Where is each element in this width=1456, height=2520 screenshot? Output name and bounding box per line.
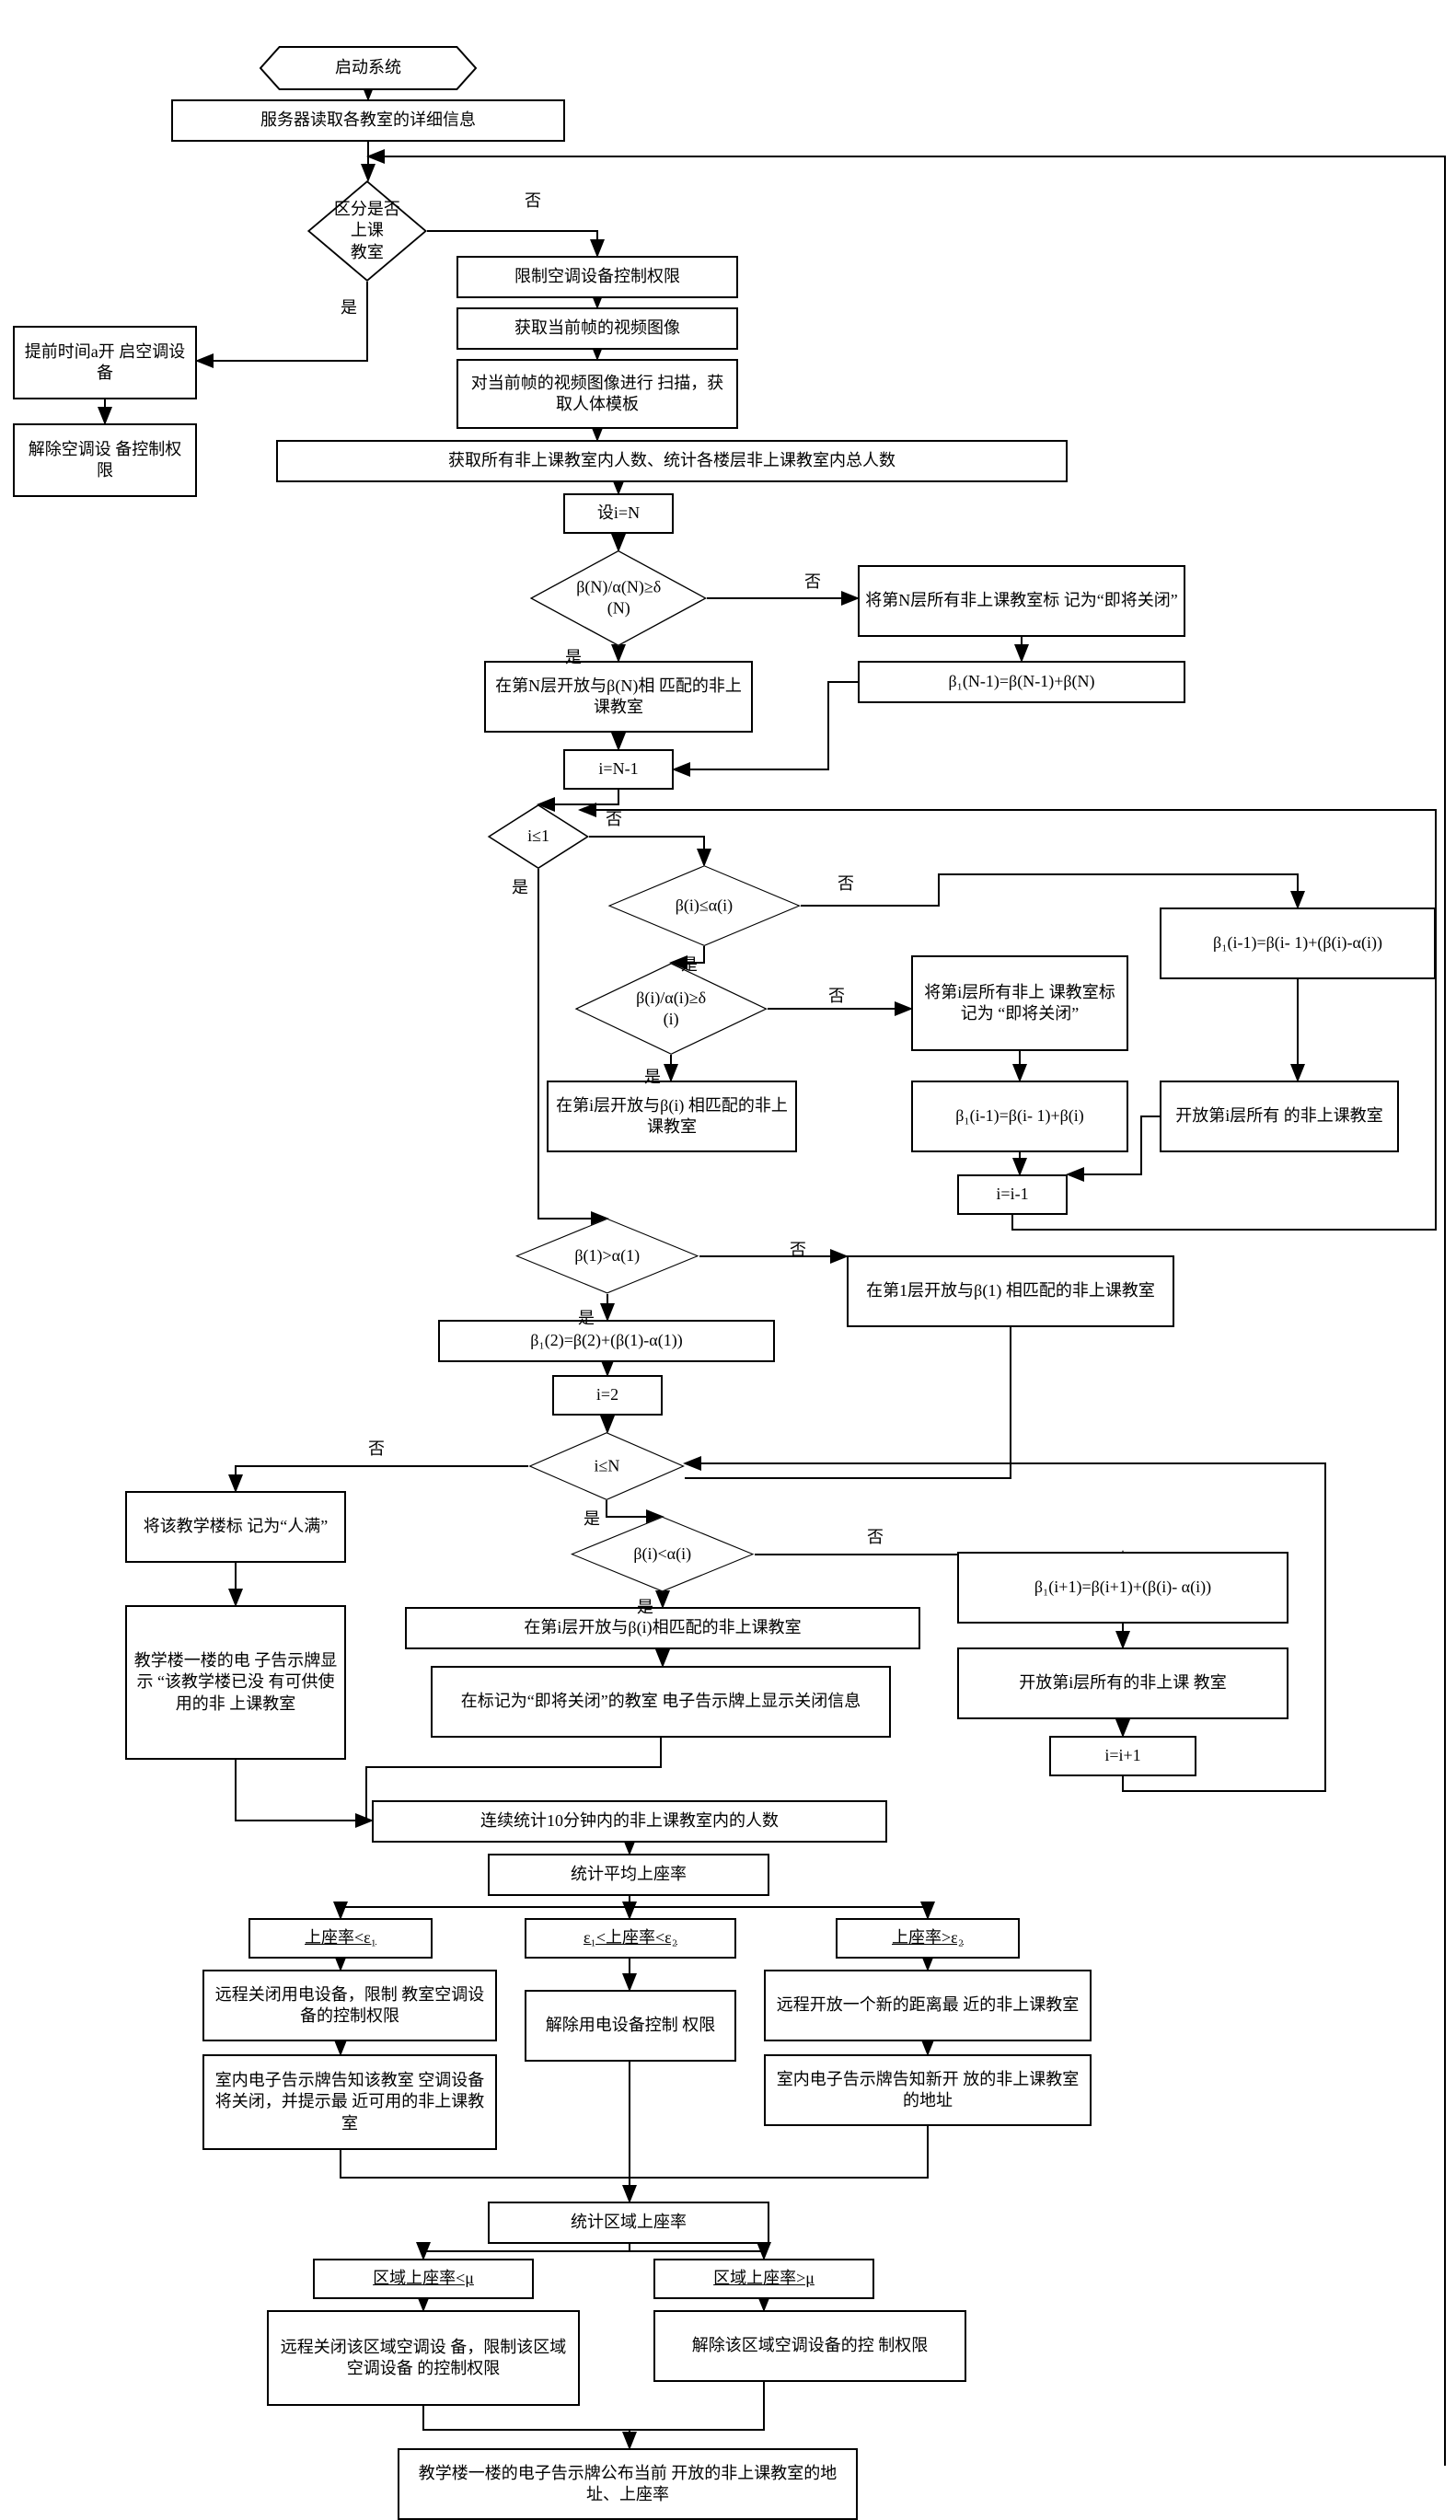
flowchart-canvas: 启动系统服务器读取各教室的详细信息区分是否上课 教室提前时间a开 启空调设备解除… — [0, 0, 1456, 2466]
node-n14: β₁(N-1)=β(N-1)+β(N) — [858, 661, 1185, 703]
node-n3: 区分是否上课 教室 — [307, 180, 427, 282]
node-n43: 远程关闭用电设备，限制 教室空调设备的控制权限 — [202, 1970, 497, 2041]
node-n38: 连续统计10分钟内的非上课教室内的人数 — [372, 1800, 887, 1843]
label: 是 — [565, 644, 582, 668]
node-n24: i=i-1 — [957, 1174, 1068, 1215]
label: 是 — [341, 295, 357, 318]
node-n31: 将该教学楼标 记为“人满” — [125, 1491, 346, 1563]
node-n5: 解除空调设 备控制权限 — [13, 423, 197, 497]
label: 否 — [606, 806, 622, 830]
node-n19: 将第i层所有非上 课教室标记为 “即将关闭” — [911, 955, 1128, 1051]
node-n7: 获取当前帧的视频图像 — [456, 307, 738, 350]
node-n8: 对当前帧的视频图像进行 扫描，获取人体模板 — [456, 359, 738, 429]
node-n53: 教学楼一楼的电子告示牌公布当前 开放的非上课教室的地址、上座率 — [398, 2448, 858, 2520]
node-n28: i=2 — [552, 1375, 663, 1416]
node-n49: 区域上座率<μ — [313, 2259, 534, 2299]
node-n39: 统计平均上座率 — [488, 1854, 769, 1896]
label: 是 — [512, 874, 528, 898]
label: 是 — [644, 1064, 661, 1088]
node-n22: β₁(i-1)=β(i- 1)+β(i) — [911, 1081, 1128, 1152]
label: 是 — [637, 1594, 653, 1618]
label: 否 — [525, 188, 541, 212]
node-n51: 远程关闭该区域空调设 备，限制该区域空调设备 的控制权限 — [267, 2310, 580, 2406]
node-n9: 获取所有非上课教室内人数、统计各楼层非上课教室内总人数 — [276, 440, 1068, 482]
label: 否 — [790, 1237, 806, 1261]
node-n34: 开放第i层所有的非上课 教室 — [957, 1647, 1288, 1719]
node-n6: 限制空调设备控制权限 — [456, 256, 738, 298]
node-n23: 开放第i层所有 的非上课教室 — [1160, 1081, 1399, 1152]
label: 是 — [584, 1506, 600, 1530]
node-n41: ε₁<上座率<ε₂ — [525, 1918, 736, 1959]
label: 否 — [368, 1436, 385, 1460]
node-n16: i≤1 — [488, 804, 589, 869]
node-n32: 在第i层开放与β(i)相匹配的非上课教室 — [405, 1607, 920, 1649]
node-n11: β(N)/α(N)≥δ (N) — [530, 550, 707, 646]
node-n33: β₁(i+1)=β(i+1)+(β(i)- α(i)) — [957, 1552, 1288, 1624]
node-n15: i=N-1 — [563, 749, 674, 790]
node-n52: 解除该区域空调设备的控 制权限 — [653, 2310, 966, 2382]
label: 否 — [867, 1524, 884, 1548]
label: 是 — [681, 952, 698, 976]
label: 是 — [578, 1305, 595, 1329]
node-n50: 区域上座率>μ — [653, 2259, 874, 2299]
label: 否 — [828, 983, 845, 1007]
node-n20: β₁(i-1)=β(i- 1)+(β(i)-α(i)) — [1160, 907, 1436, 979]
label: 否 — [838, 871, 854, 895]
node-n13: 在第N层开放与β(N)相 匹配的非上课教室 — [484, 661, 753, 733]
node-n46: 远程开放一个新的距离最 近的非上课教室 — [764, 1970, 1092, 2041]
node-n1: 启动系统 — [260, 46, 477, 90]
node-n48: 统计区域上座率 — [488, 2202, 769, 2244]
node-n40: 上座率<ε₁ — [248, 1918, 433, 1959]
node-n10: 设i=N — [563, 493, 674, 534]
node-n21: 在第i层开放与β(i) 相匹配的非上课教室 — [547, 1081, 797, 1152]
node-n37: 在标记为“即将关闭”的教室 电子告示牌上显示关闭信息 — [431, 1666, 891, 1738]
node-n18: β(i)/α(i)≥δ (i) — [574, 963, 768, 1055]
node-n29: i≤N — [528, 1432, 685, 1500]
node-n36: 教学楼一楼的电 子告示牌显示 “该教学楼已没 有可供使用的非 上课教室 — [125, 1605, 346, 1760]
node-n4: 提前时间a开 启空调设备 — [13, 326, 197, 399]
node-n42: 上座率>ε₂ — [836, 1918, 1020, 1959]
label: 否 — [804, 569, 821, 593]
node-n12: 将第N层所有非上课教室标 记为“即将关闭” — [858, 565, 1185, 637]
node-n44: 室内电子告示牌告知该教室 空调设备将关闭，并提示最 近可用的非上课教室 — [202, 2054, 497, 2150]
node-n25: β(1)>α(1) — [515, 1219, 699, 1294]
node-n47: 室内电子告示牌告知新开 放的非上课教室的地址 — [764, 2054, 1092, 2126]
node-n26: 在第1层开放与β(1) 相匹配的非上课教室 — [847, 1255, 1174, 1327]
node-n35: i=i+1 — [1049, 1736, 1196, 1776]
node-n45: 解除用电设备控制 权限 — [525, 1990, 736, 2062]
node-n17: β(i)≤α(i) — [607, 865, 801, 946]
node-n2: 服务器读取各教室的详细信息 — [171, 99, 565, 142]
node-n27: β₁(2)=β(2)+(β(1)-α(1)) — [438, 1320, 775, 1362]
